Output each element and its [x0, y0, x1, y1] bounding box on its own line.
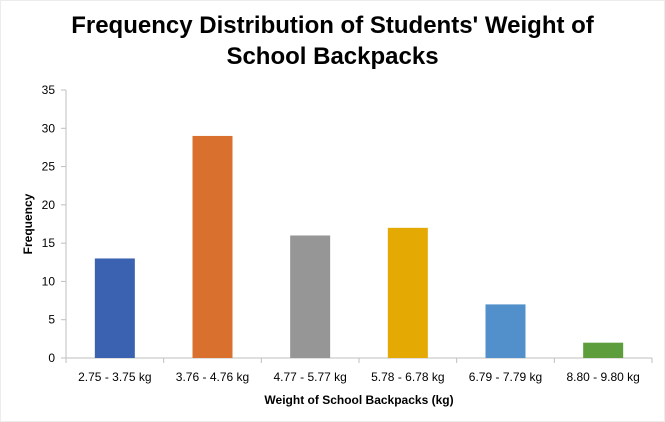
x-tick-label: 6.79 - 7.79 kg [469, 370, 542, 384]
x-axis: 2.75 - 3.75 kg 3.76 - 4.76 kg 4.77 - 5.77 … [65, 357, 653, 384]
y-axis: 0 5 10 15 20 25 30 35 [42, 83, 67, 365]
x-tick-label: 2.75 - 3.75 kg [78, 370, 151, 384]
y-axis-title: Frequency [21, 193, 35, 254]
bar-1 [94, 258, 135, 358]
x-axis-title: Weight of School Backpacks (kg) [264, 393, 453, 407]
bar-6 [583, 342, 624, 358]
x-tick-label: 4.77 - 5.77 kg [273, 370, 346, 384]
bars [94, 135, 624, 358]
y-tick-label: 0 [48, 351, 55, 365]
bar-2 [192, 135, 233, 358]
bar-4 [387, 227, 428, 358]
x-tick-label: 5.78 - 6.78 kg [371, 370, 444, 384]
y-tick-label: 15 [42, 236, 56, 250]
bar-5 [485, 304, 526, 358]
x-tick-label: 8.80 - 9.80 kg [566, 370, 639, 384]
y-tick-label: 25 [42, 160, 56, 174]
y-tick-label: 35 [42, 83, 56, 97]
y-tick-label: 5 [48, 313, 55, 327]
y-tick-label: 30 [42, 121, 56, 135]
bar-3 [290, 235, 331, 358]
y-tick-label: 10 [42, 274, 56, 288]
chart-title: Frequency Distribution of Students' Weig… [71, 12, 594, 70]
y-tick-label: 20 [42, 198, 56, 212]
x-tick-label: 3.76 - 4.76 kg [176, 370, 249, 384]
